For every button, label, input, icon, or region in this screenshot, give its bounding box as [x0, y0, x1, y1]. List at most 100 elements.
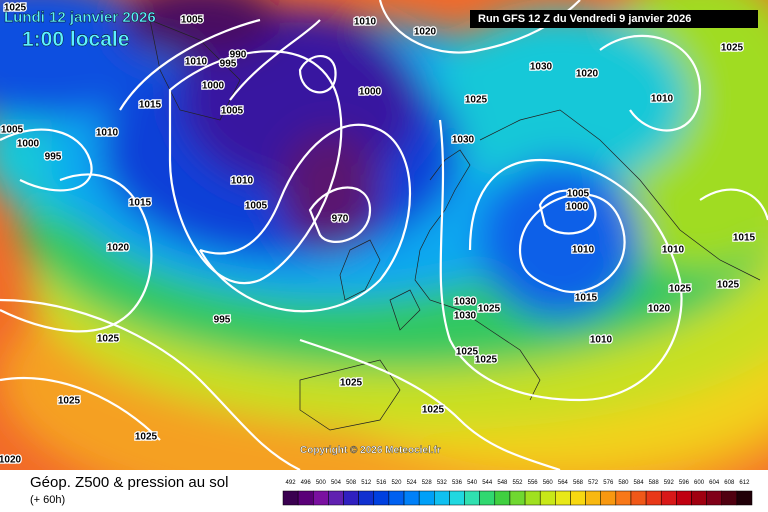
pressure-label: 1005 — [1, 125, 24, 136]
colorbar-label: 524 — [407, 480, 418, 486]
pressure-label: 1025 — [58, 396, 81, 407]
colorbar-swatch — [691, 490, 707, 506]
coastlines — [149, 19, 761, 431]
pressure-label: 1015 — [733, 233, 756, 244]
pressure-label: 990 — [230, 50, 247, 61]
pressure-label: 1020 — [576, 69, 599, 80]
colorbar-swatch — [449, 490, 465, 506]
colorbar-label: 544 — [482, 480, 493, 486]
colorbar-swatch — [676, 490, 692, 506]
pressure-label: 1005 — [221, 106, 244, 117]
pressure-label: 1025 — [4, 3, 27, 14]
colorbar-swatch — [645, 490, 662, 506]
colorbar-label: 528 — [422, 480, 433, 486]
colorbar-swatch — [539, 490, 556, 506]
pressure-label: 970 — [332, 214, 349, 225]
colorbar-swatch — [479, 490, 496, 506]
pressure-label: 1010 — [662, 245, 685, 256]
colorbar-label: 556 — [528, 480, 539, 486]
colorbar-swatch — [282, 490, 299, 506]
colorbar-swatch — [615, 490, 632, 506]
pressure-label: 1030 — [452, 135, 475, 146]
pressure-label: 1010 — [354, 17, 377, 28]
colorbar-swatch — [494, 490, 511, 506]
colorbar-label: 496 — [301, 480, 312, 486]
pressure-label: 1015 — [575, 293, 598, 304]
copyright: Copyright © 2026 Meteociel.fr — [300, 445, 441, 456]
colorbar-label: 492 — [286, 480, 297, 486]
colorbar-swatch — [630, 490, 647, 506]
colorbar-label: 536 — [452, 480, 463, 486]
colorbar-label: 564 — [558, 480, 569, 486]
colorbar-label: 576 — [603, 480, 614, 486]
pressure-label: 1000 — [566, 202, 589, 213]
pressure-label: 1020 — [107, 243, 130, 254]
colorbar-label: 520 — [391, 480, 402, 486]
colorbar-label: 608 — [724, 480, 735, 486]
colorbar-label: 512 — [361, 480, 372, 486]
pressure-label: 1030 — [530, 62, 553, 73]
pressure-label: 1025 — [721, 43, 744, 54]
colorbar-swatch — [660, 490, 677, 506]
colorbar-swatch — [524, 490, 541, 506]
pressure-label: 1010 — [96, 128, 119, 139]
pressure-label: 1030 — [454, 311, 477, 322]
pressure-label: 1010 — [231, 176, 254, 187]
run-banner — [470, 10, 758, 28]
colorbar-swatch — [297, 490, 314, 506]
colorbar-swatch — [328, 490, 344, 506]
colorbar-label: 500 — [316, 480, 327, 486]
colorbar-swatch — [736, 490, 753, 506]
colorbar-swatch — [585, 490, 601, 506]
colorbar-swatch — [358, 490, 375, 506]
pressure-label: 995 — [45, 152, 62, 163]
colorbar-label: 552 — [512, 480, 523, 486]
date-label: Lundi 12 janvier 2026 — [4, 9, 156, 26]
pressure-label: 995 — [220, 59, 237, 70]
pressure-label: 1010 — [651, 94, 674, 105]
colorbar-label: 540 — [467, 480, 478, 486]
pressure-label: 1025 — [456, 347, 479, 358]
colorbar-swatch — [388, 490, 405, 506]
colorbar-label: 548 — [497, 480, 508, 486]
pressure-label: 1025 — [340, 378, 363, 389]
colorbar-label: 604 — [709, 480, 720, 486]
colorbar-label: 568 — [573, 480, 584, 486]
run-label: Run GFS 12 Z du Vendredi 9 janvier 2026 — [478, 13, 691, 25]
colorbar-swatch — [600, 490, 617, 506]
colorbar-label: 596 — [679, 480, 690, 486]
colorbar-label: 560 — [543, 480, 554, 486]
pressure-label: 1000 — [359, 87, 382, 98]
pressure-label: 1015 — [139, 100, 162, 111]
pressure-label: 1010 — [590, 335, 613, 346]
colorbar-label: 588 — [649, 480, 660, 486]
pressure-label: 1005 — [245, 201, 268, 212]
pressure-label: 1025 — [97, 334, 120, 345]
pressure-label: 1020 — [0, 455, 22, 466]
colorbar-label: 580 — [618, 480, 629, 486]
colorbar-swatch — [313, 490, 329, 506]
colorbar-label: 504 — [331, 480, 342, 486]
colorbar-swatch — [373, 490, 390, 506]
colorbar-label: 508 — [346, 480, 357, 486]
pressure-label: 1020 — [414, 27, 437, 38]
pressure-label: 1005 — [567, 189, 590, 200]
colorbar-label: 612 — [739, 480, 750, 486]
pressure-label: 1025 — [422, 405, 445, 416]
pressure-label: 1010 — [572, 245, 595, 256]
colorbar-label: 572 — [588, 480, 599, 486]
colorbar: 492 496 500 504 508 512 516 520 524 528 532 536 540 5… — [282, 480, 753, 506]
pressure-label: 1015 — [129, 198, 152, 209]
colorbar-label: 532 — [437, 480, 448, 486]
forecast-step: (+ 60h) — [30, 494, 65, 506]
pressure-label: 1030 — [454, 297, 477, 308]
pressure-label: 1025 — [669, 284, 692, 295]
pressure-label: 1000 — [202, 81, 225, 92]
pressure-label: 1005 — [181, 15, 204, 26]
colorbar-swatch — [509, 490, 526, 506]
colorbar-label: 600 — [694, 480, 705, 486]
product-title: Géop. Z500 & pression au sol — [30, 474, 228, 491]
